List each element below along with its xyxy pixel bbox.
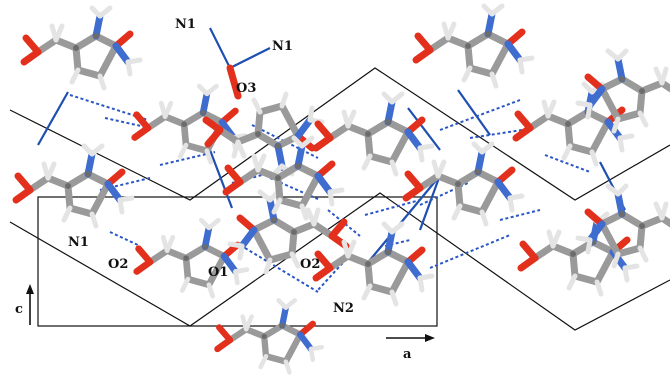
label-o3: O3 <box>236 81 256 96</box>
axis-c-label: c <box>15 302 23 317</box>
label-n1-top-right: N1 <box>272 39 293 54</box>
molecule-1 <box>24 8 140 88</box>
axis-a: a <box>386 334 435 362</box>
layer-outline-upper <box>9 67 670 201</box>
label-n1-top-left: N1 <box>175 17 196 32</box>
molecule-10 <box>416 6 532 86</box>
label-o1: O1 <box>208 265 228 280</box>
molecule-14 <box>217 300 321 372</box>
layer-outline-lower <box>9 192 670 331</box>
molecule-2 <box>135 86 245 162</box>
o3-oxygen <box>226 64 242 100</box>
label-o2-left: O2 <box>108 257 128 272</box>
axis-a-label: a <box>403 347 412 362</box>
molecule-16 <box>578 186 670 266</box>
molecule-3 <box>16 146 132 226</box>
axis-c: c <box>15 284 34 325</box>
molecule-4 <box>137 220 247 296</box>
label-n2: N2 <box>333 301 354 316</box>
unit-cell-outline <box>37 196 438 327</box>
label-n1-left: N1 <box>68 235 89 250</box>
label-o2-right: O2 <box>300 257 320 272</box>
